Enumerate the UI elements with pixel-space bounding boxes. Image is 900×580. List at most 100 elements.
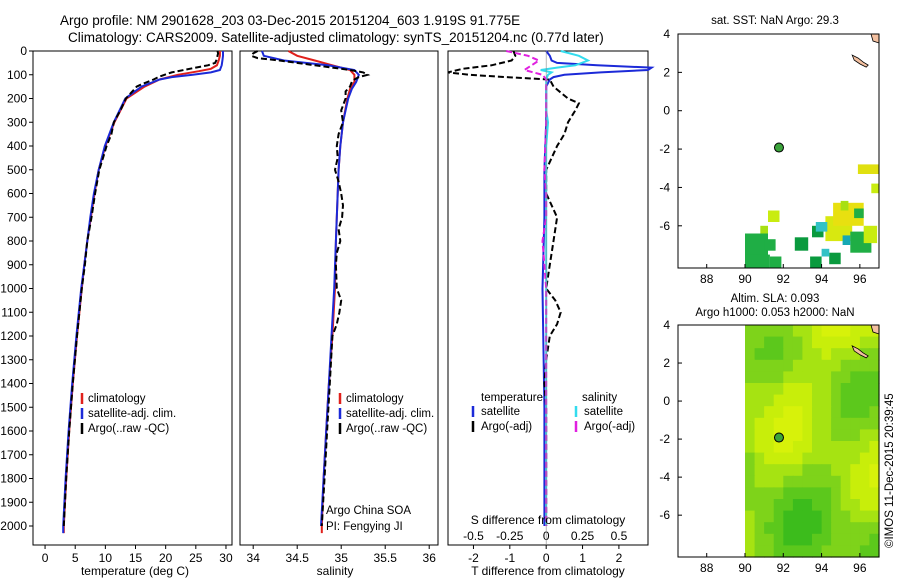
sla-cell	[821, 406, 832, 419]
sla-cell	[850, 417, 861, 430]
sla-cell	[812, 475, 823, 488]
sla-cell	[773, 464, 784, 477]
sla-cell	[764, 533, 775, 546]
sla-cell	[821, 487, 832, 500]
sla-cell	[745, 441, 756, 454]
sla-cell	[859, 475, 871, 488]
sla-cell	[783, 441, 794, 454]
sla-cell	[840, 545, 851, 558]
legend-header-temperature: temperature	[481, 392, 543, 404]
sla-cell	[773, 441, 784, 454]
sla-cell	[792, 371, 804, 384]
sla-cell	[812, 499, 823, 512]
x-tick-label: 92	[777, 272, 791, 286]
sla-cell	[802, 533, 813, 546]
sla-cell	[869, 417, 880, 430]
sla-cell	[773, 533, 784, 546]
x-tick-label: 90	[738, 561, 752, 575]
sla-cell	[745, 394, 756, 407]
x-tick-label: -1	[504, 551, 515, 565]
sla-cell	[802, 348, 813, 361]
sla-cell	[869, 510, 880, 523]
sla-cell	[840, 359, 851, 372]
sla-cell	[869, 475, 880, 488]
sla-cell	[773, 499, 784, 512]
sla-cell	[745, 417, 756, 430]
sla-cell	[783, 325, 794, 338]
y-tick-label: 900	[7, 258, 27, 272]
sla-cell	[821, 522, 832, 535]
sla-cell	[754, 359, 765, 372]
sla-cell	[850, 406, 861, 419]
sla-cell	[859, 325, 871, 338]
sla-map-title-line2: Argo h1000: 0.053 h2000: NaN	[695, 307, 854, 319]
sla-cell	[764, 348, 775, 361]
sst-cell	[871, 183, 879, 194]
sla-cell	[831, 464, 842, 477]
legend-entry: Argo(-adj)	[481, 421, 532, 433]
x-tick-label: 1	[579, 551, 586, 565]
sla-cell	[783, 359, 794, 372]
sla-cell	[783, 522, 794, 535]
sla-cell	[802, 441, 813, 454]
y-tick-label: 1100	[1, 305, 27, 319]
sla-cell	[783, 464, 794, 477]
sla-cell	[859, 464, 871, 477]
sla-cell	[754, 545, 765, 558]
sla-cell	[764, 464, 775, 477]
salinity-panel: 34 34.5 35 35.5 36 climatology satellite-adj. …	[239, 50, 439, 565]
y-tick-label: 4	[663, 318, 670, 332]
sla-cell	[773, 383, 784, 396]
sla-cell	[831, 325, 842, 338]
legend-entry: satellite-adj. clim.	[88, 408, 176, 420]
x-top-tick-label: -0.25	[496, 529, 524, 543]
sla-cell	[812, 383, 823, 396]
y-tick-label: -6	[659, 219, 670, 233]
sla-cell	[859, 499, 871, 512]
sla-cell	[745, 487, 756, 500]
sla-cell	[792, 417, 804, 430]
sla-cell	[850, 429, 861, 442]
sla-cell	[745, 406, 756, 419]
y-tick-label: 600	[7, 187, 27, 201]
sla-cell	[792, 441, 804, 454]
sla-cell	[812, 406, 823, 419]
sla-cell	[745, 336, 756, 349]
sla-cell	[802, 394, 813, 407]
sst-cell	[810, 256, 822, 268]
sla-cell	[850, 359, 861, 372]
sla-cell	[869, 452, 880, 465]
sla-cell	[812, 348, 823, 361]
sst-cell	[829, 252, 841, 265]
island-shape	[851, 54, 869, 68]
sla-cell	[745, 475, 756, 488]
salinity-axis-label: salinity	[317, 564, 354, 578]
sst-cell	[768, 210, 780, 222]
sla-cell	[764, 487, 775, 500]
sst-cell	[769, 256, 782, 268]
x-tick-label: 94	[815, 272, 829, 286]
sla-cell	[754, 464, 765, 477]
sla-cell	[792, 336, 804, 349]
sla-cell	[831, 475, 842, 488]
sla-cell	[773, 336, 784, 349]
sla-cell	[869, 499, 880, 512]
series-line-1	[447, 50, 581, 526]
sst-cell	[857, 164, 879, 174]
sla-cell	[783, 336, 794, 349]
sla-cell	[850, 452, 861, 465]
sst-cell	[854, 208, 864, 219]
sla-cell	[821, 545, 832, 558]
sla-cell	[812, 325, 823, 338]
sla-cell	[812, 371, 823, 384]
sla-cell	[859, 522, 871, 535]
sla-cell	[773, 325, 784, 338]
x-tick-label: 25	[189, 551, 203, 565]
sla-cell	[745, 510, 756, 523]
sla-cell	[754, 441, 765, 454]
sla-cell	[821, 510, 832, 523]
series-line-1	[62, 51, 224, 534]
sla-cell	[859, 429, 871, 442]
sla-cell	[831, 533, 842, 546]
sla-cell	[754, 406, 765, 419]
